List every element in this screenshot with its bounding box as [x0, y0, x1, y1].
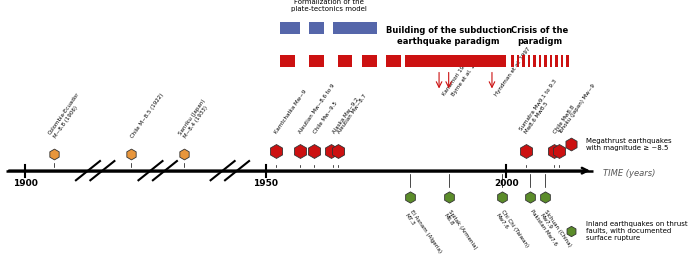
Bar: [522, 55, 525, 67]
Text: 2000: 2000: [494, 179, 519, 188]
Text: Aleutian Mw~8.7: Aleutian Mw~8.7: [336, 93, 367, 135]
Bar: [528, 55, 531, 67]
Text: Sichuan (China)
Mw7.9: Sichuan (China) Mw7.9: [538, 209, 572, 251]
Text: Kamtchatka Mw~9: Kamtchatka Mw~9: [274, 89, 308, 135]
Bar: [280, 55, 295, 67]
Text: Chile M~8.5 (1922): Chile M~8.5 (1922): [129, 93, 164, 140]
Point: [270, 149, 281, 154]
Bar: [538, 55, 541, 67]
Point: [549, 149, 560, 154]
Point: [126, 152, 137, 156]
Bar: [309, 22, 324, 34]
Bar: [517, 55, 520, 67]
Point: [179, 152, 190, 156]
Text: Tohoku (Japan) Mw~9: Tohoku (Japan) Mw~9: [558, 83, 596, 135]
Text: Chi Chi (Taiwan)
Mw7.6: Chi Chi (Taiwan) Mw7.6: [495, 209, 529, 251]
Text: Inland earthquakes on thrust
faults, with documented
surface rupture: Inland earthquakes on thrust faults, wit…: [585, 221, 687, 241]
Text: Formalization of the
plate-tectonics model: Formalization of the plate-tectonics mod…: [291, 0, 366, 12]
Text: TIME (years): TIME (years): [603, 169, 655, 178]
Point: [443, 195, 454, 199]
Text: 1900: 1900: [13, 179, 38, 188]
Text: Crisis of the
paradigm: Crisis of the paradigm: [511, 26, 569, 46]
Bar: [561, 55, 563, 67]
Text: Aleutian Mw~8.6 to 9: Aleutian Mw~8.6 to 9: [298, 83, 336, 135]
Point: [325, 149, 336, 154]
Point: [309, 149, 320, 154]
Text: Spitak (Armenia)
M6.8: Spitak (Armenia) M6.8: [442, 209, 478, 254]
Text: Building of the subduction
earthquake paradigm: Building of the subduction earthquake pa…: [385, 26, 512, 46]
Text: 1950: 1950: [253, 179, 278, 188]
Bar: [566, 55, 569, 67]
Bar: [309, 55, 324, 67]
Point: [525, 195, 536, 199]
Point: [566, 142, 577, 146]
Point: [496, 195, 507, 199]
Bar: [334, 22, 376, 34]
Point: [554, 149, 565, 154]
Bar: [544, 55, 547, 67]
Text: Megathrust earthquakes
with magnitude ≥ ~8.5: Megathrust earthquakes with magnitude ≥ …: [585, 138, 671, 151]
Text: Hyndman et al. 1997: Hyndman et al. 1997: [494, 46, 532, 97]
Text: Chile Mw8.8: Chile Mw8.8: [553, 105, 576, 135]
Bar: [406, 55, 507, 67]
Point: [520, 149, 531, 154]
Text: Kanamori 1986: Kanamori 1986: [441, 59, 470, 97]
Bar: [534, 55, 536, 67]
Bar: [386, 55, 401, 67]
Point: [566, 229, 577, 233]
Point: [539, 195, 550, 199]
Bar: [280, 22, 300, 34]
Point: [48, 152, 60, 156]
Text: Alaska Mw~9.2: Alaska Mw~9.2: [331, 97, 360, 135]
Text: El Asnam (Algeria)
M7.3: El Asnam (Algeria) M7.3: [403, 209, 442, 257]
Bar: [511, 55, 514, 67]
Bar: [555, 55, 558, 67]
Point: [333, 149, 344, 154]
Text: Pakistan Mw7.6: Pakistan Mw7.6: [529, 209, 558, 247]
Point: [405, 195, 416, 199]
Bar: [338, 55, 352, 67]
Bar: [362, 55, 376, 67]
Point: [294, 149, 305, 154]
Text: Sanriku (Japan)
M~8.4 (1933): Sanriku (Japan) M~8.4 (1933): [178, 98, 211, 140]
Text: Colombia-Ecuador
M~8.8 (1906): Colombia-Ecuador M~8.8 (1906): [48, 92, 86, 140]
Text: Chile Mw~9.5: Chile Mw~9.5: [312, 101, 338, 135]
Text: Sumatra Mw9.1 to 9.3
Mw8.6 Mw8.5: Sumatra Mw9.1 to 9.3 Mw8.6 Mw8.5: [519, 78, 563, 135]
Bar: [549, 55, 552, 67]
Point: [333, 149, 344, 154]
Text: Byrne et al. 1988: Byrne et al. 1988: [451, 55, 482, 97]
